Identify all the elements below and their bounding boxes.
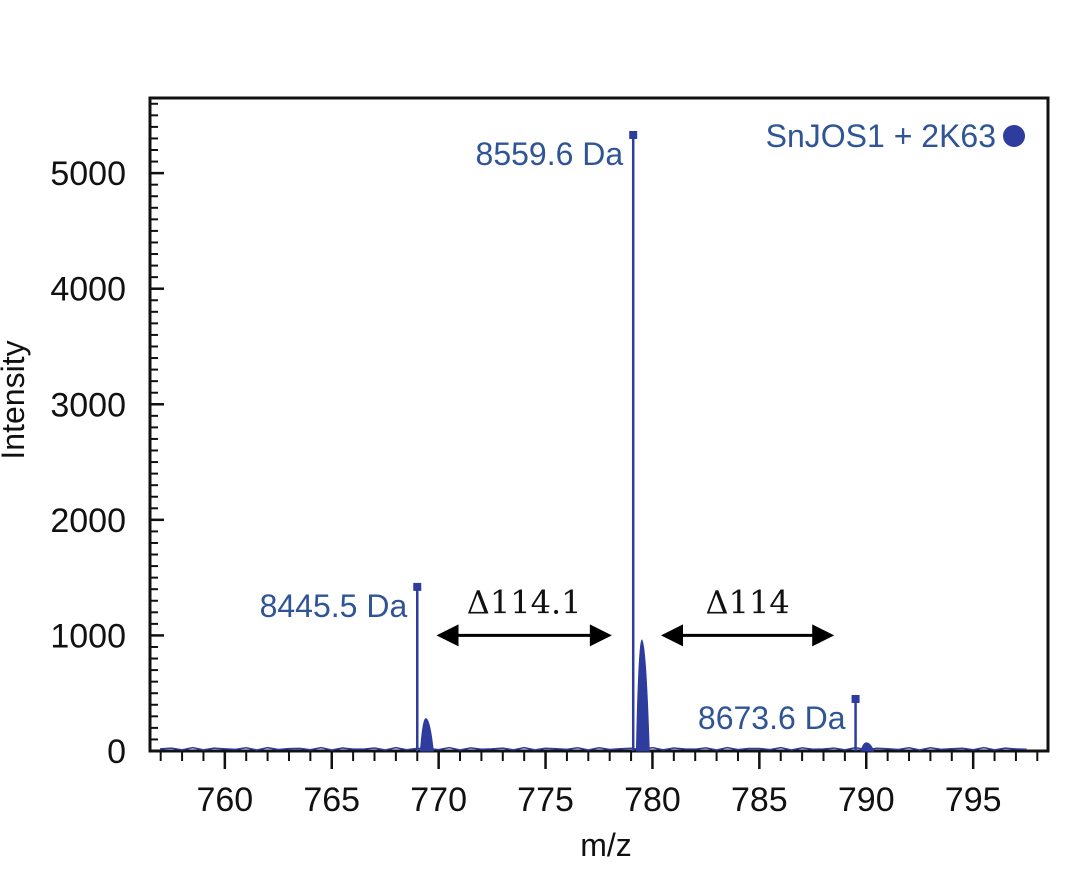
delta-arrow-head-left (661, 624, 684, 647)
legend-marker-icon (1003, 125, 1025, 147)
minor-peak (860, 742, 875, 752)
y-tick-label: 0 (107, 733, 126, 771)
y-tick-label: 2000 (50, 502, 126, 540)
baseline-trace (159, 746, 1027, 751)
peak-marker (629, 130, 638, 139)
x-axis-title: m/z (580, 827, 632, 863)
x-tick-label: 760 (196, 781, 253, 819)
x-tick-label: 785 (731, 781, 788, 819)
delta-arrow-head-right (589, 624, 612, 647)
x-tick-label: 765 (303, 781, 360, 819)
peak-label: 8673.6 Da (698, 700, 846, 736)
x-tick-label: 795 (945, 781, 1002, 819)
y-tick-label: 1000 (50, 617, 126, 655)
peak-label: 8445.5 Da (260, 588, 408, 624)
delta-arrow-head-left (436, 624, 459, 647)
minor-peak (419, 718, 434, 752)
x-tick-label: 770 (410, 781, 467, 819)
x-tick-label: 775 (517, 781, 574, 819)
delta-label: Δ114 (706, 583, 790, 621)
x-tick-label: 780 (624, 781, 681, 819)
minor-peak (635, 639, 650, 752)
y-tick-label: 3000 (50, 386, 126, 424)
legend-label: SnJOS1 + 2K63 (766, 118, 996, 154)
peak-marker (413, 582, 422, 591)
delta-label: Δ114.1 (467, 583, 582, 621)
y-tick-label: 4000 (50, 271, 126, 309)
peak-marker (851, 694, 860, 703)
y-axis-title: Intensity (0, 340, 31, 459)
peak-label: 8559.6 Da (476, 136, 624, 172)
y-tick-label: 5000 (50, 155, 126, 193)
x-tick-label: 790 (838, 781, 895, 819)
plot-frame (148, 96, 1050, 753)
delta-arrow-head-right (812, 624, 835, 647)
